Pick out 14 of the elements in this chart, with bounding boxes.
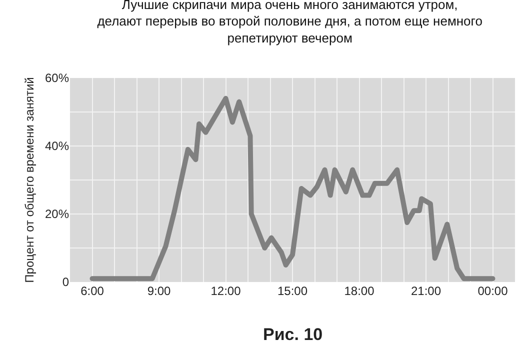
x-tick-label: 15:00 [277,284,308,298]
x-tick-label: 6:00 [80,284,104,298]
x-tick-label: 21:00 [410,284,442,298]
y-axis-title: Процент от общего времени занятий [22,77,36,283]
y-tick-label: 0 [62,275,70,290]
chart-title: Лучшие скрипачи мира очень много занимаются утром, делают перерыв во второй половине дня, а потом еще немного репетируют вечером [97,0,482,46]
x-tick-label: 9:00 [147,284,171,298]
x-tick-label: 18:00 [344,284,375,298]
text: Рис. 10 [263,325,323,344]
x-tick-label: 12:00 [210,284,242,298]
y-tick-label: 60% [44,71,70,86]
y-tick-label: 40% [44,139,70,154]
x-tick-label: 00:00 [478,284,508,298]
y-tick-label: 20% [44,207,70,222]
